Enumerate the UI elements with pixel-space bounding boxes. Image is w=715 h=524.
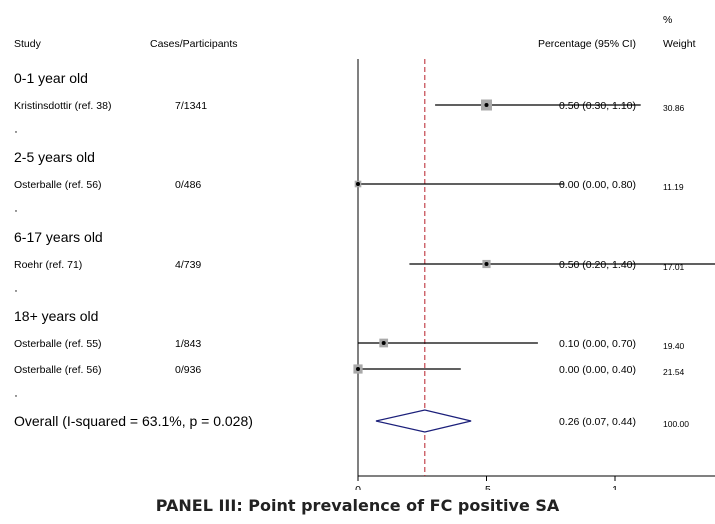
study-name: Roehr (ref. 71): [14, 259, 82, 271]
panel-caption: PANEL III: Point prevalence of FC positi…: [155, 496, 560, 515]
overall-ci-text: 0.26 (0.07, 0.44): [559, 416, 636, 428]
study-cases: 1/843: [175, 338, 201, 350]
study-cases: 4/739: [175, 259, 201, 271]
subgroup-label: 18+ years old: [14, 308, 98, 324]
study-name: Osterballe (ref. 55): [14, 338, 102, 350]
study-weight: 19.40: [663, 341, 685, 351]
study-ci-text: 0.00 (0.00, 0.40): [559, 364, 636, 376]
overall-diamond: [375, 409, 472, 433]
spacer-dot: [15, 395, 17, 397]
point-estimate: [381, 341, 386, 345]
study-name: Osterballe (ref. 56): [14, 179, 102, 191]
x-tick-label: 1: [612, 484, 618, 490]
point-estimate: [484, 103, 489, 107]
study-ci-text: 0.50 (0.20, 1.40): [559, 259, 636, 271]
subgroup-label: 2-5 years old: [14, 149, 95, 165]
study-ci-text: 0.00 (0.00, 0.80): [559, 179, 636, 191]
point-estimate: [356, 182, 360, 186]
x-tick-label: .5: [482, 484, 491, 490]
subgroup-label: 6-17 years old: [14, 229, 103, 245]
study-weight: 21.54: [663, 367, 685, 377]
study-ci-text: 0.10 (0.00, 0.70): [559, 338, 636, 350]
study-ci-text: 0.50 (0.30, 1.10): [559, 100, 636, 112]
overall-weight: 100.00: [663, 419, 689, 429]
study-weight: 11.19: [663, 182, 684, 192]
overall-label: Overall (I-squared = 63.1%, p = 0.028): [14, 413, 253, 429]
spacer-dot: [15, 210, 17, 212]
study-weight: 30.86: [663, 103, 685, 113]
study-cases: 7/1341: [175, 100, 207, 112]
study-name: Osterballe (ref. 56): [14, 364, 102, 376]
study-cases: 0/936: [175, 364, 201, 376]
header-percentage-ci: Percentage (95% CI): [538, 38, 636, 50]
header-cases: Cases/Participants: [150, 38, 238, 50]
spacer-dot: [15, 131, 17, 133]
study-cases: 0/486: [175, 179, 201, 191]
subgroup-label: 0-1 year old: [14, 70, 88, 86]
header-weight: Weight: [663, 38, 696, 50]
forest-plot: Study Cases/Participants Percentage (95% C…: [14, 14, 715, 490]
study-weight: 17.01: [663, 262, 685, 272]
spacer-dot: [15, 290, 17, 292]
header-weight-symbol: %: [663, 14, 672, 26]
x-tick-label: 0: [355, 484, 361, 490]
header-study: Study: [14, 38, 42, 50]
point-estimate: [356, 367, 360, 371]
point-estimate: [484, 262, 489, 266]
study-name: Kristinsdottir (ref. 38): [14, 100, 111, 112]
